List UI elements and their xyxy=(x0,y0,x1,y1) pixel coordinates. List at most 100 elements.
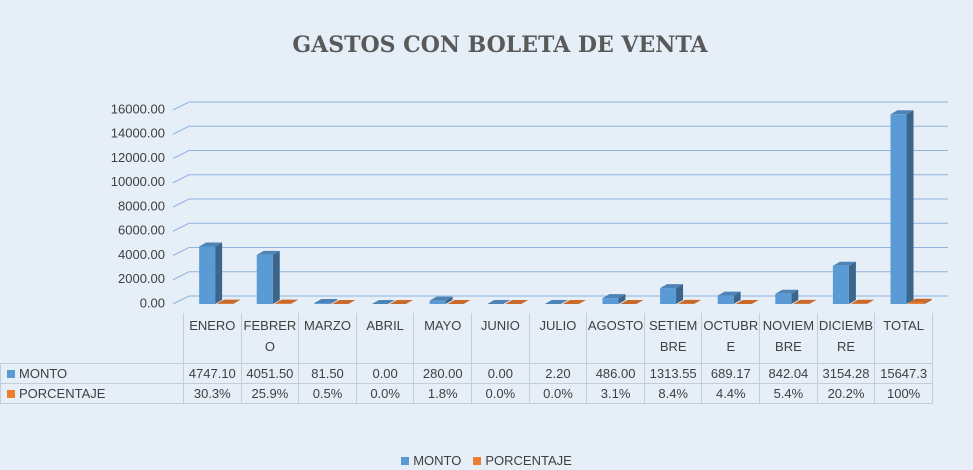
bar xyxy=(487,300,511,305)
y-tick-label: 6000.00 xyxy=(118,223,165,238)
category-label: FEBRERO xyxy=(240,313,300,364)
grid-line xyxy=(172,198,948,208)
bar-top xyxy=(487,300,511,304)
bar-top xyxy=(908,298,932,303)
bar-top xyxy=(274,299,298,304)
bar-side xyxy=(791,289,799,304)
legend-label: PORCENTAJE xyxy=(485,453,572,468)
category-label: DICIEMBRE xyxy=(816,313,876,364)
bar xyxy=(199,242,223,304)
bar-side xyxy=(330,299,338,304)
value-label: 81.50 xyxy=(298,363,357,384)
table-row: PORCENTAJE 30.3% 25.9% 0.5% 0.0% 1.8% 0.0% 0.0%… xyxy=(0,383,933,404)
y-tick-label: 4000.00 xyxy=(118,247,165,262)
bar xyxy=(775,289,799,304)
bar-top xyxy=(389,300,413,304)
bar-side xyxy=(290,299,298,304)
value-label: 4747.10 xyxy=(183,363,242,384)
row-header: PORCENTAJE xyxy=(0,383,184,404)
bar-front xyxy=(429,300,446,304)
y-tick-label: 12000.00 xyxy=(111,150,165,165)
value-label: 486.00 xyxy=(586,363,645,384)
y-tick-label: 16000.00 xyxy=(111,101,165,116)
y-tick-label: 14000.00 xyxy=(111,126,165,141)
bar xyxy=(660,284,684,304)
bar-top xyxy=(256,250,280,255)
bar-top xyxy=(429,296,453,301)
grid-line xyxy=(172,150,948,159)
value-label: 0.0% xyxy=(355,383,415,404)
category-label: JUNIO xyxy=(471,313,530,364)
bar-top xyxy=(620,299,644,304)
value-label: 4.4% xyxy=(701,383,761,404)
category-label: ABRIL xyxy=(355,313,415,364)
value-label: 2.20 xyxy=(528,363,588,384)
bar-front xyxy=(775,293,792,304)
grid-line xyxy=(172,247,948,256)
bar xyxy=(678,299,702,304)
category-label: SETIEMBRE xyxy=(643,313,703,364)
y-tick-label: 0.00 xyxy=(140,295,165,310)
bar-side xyxy=(906,110,914,304)
y-tick-label: 8000.00 xyxy=(118,198,165,213)
category-label: MAYO xyxy=(413,313,473,364)
bar xyxy=(832,261,856,304)
bar-front xyxy=(314,303,331,304)
bar-top xyxy=(562,300,586,304)
bar-top xyxy=(793,299,817,304)
value-label: 3154.28 xyxy=(816,363,876,384)
bar-side xyxy=(636,299,644,304)
value-label: 8.4% xyxy=(643,383,703,404)
bar-top xyxy=(832,261,856,266)
bar-top xyxy=(505,300,529,304)
grid-line xyxy=(172,271,948,281)
value-label: 0.00 xyxy=(355,363,415,384)
value-label: 25.9% xyxy=(240,383,300,404)
bar xyxy=(314,299,338,304)
bar xyxy=(793,299,817,304)
bar xyxy=(389,300,413,305)
value-label: 5.4% xyxy=(759,383,818,404)
bar xyxy=(332,299,356,305)
legend-swatch xyxy=(401,457,410,465)
bar-top xyxy=(544,299,568,304)
bar xyxy=(562,300,586,305)
legend-label: MONTO xyxy=(413,453,462,468)
y-tick-label: 10000.00 xyxy=(111,174,165,189)
value-label: 3.1% xyxy=(586,383,645,404)
bar-side xyxy=(676,284,684,304)
bar-top xyxy=(678,299,702,304)
bar xyxy=(890,110,914,304)
bar-side xyxy=(560,299,568,304)
data-table: ENERO FEBRERO MARZO ABRIL MAYO JUNIO JULIO AGOS… xyxy=(0,313,933,404)
bar-top xyxy=(602,294,626,299)
row-header: MONTO xyxy=(0,363,184,384)
bar-side xyxy=(924,298,932,304)
bar xyxy=(735,299,759,304)
legend-swatch xyxy=(473,457,482,465)
bar-side xyxy=(694,299,702,304)
bar-front xyxy=(660,288,677,304)
grid-line xyxy=(172,295,948,305)
bar-front xyxy=(602,298,619,304)
category-label: NOVIEMBRE xyxy=(759,313,818,364)
value-label: 689.17 xyxy=(701,363,761,384)
category-label: AGOSTO xyxy=(586,313,645,364)
bar-side xyxy=(848,261,856,304)
bar xyxy=(620,299,644,304)
bar-top xyxy=(199,242,223,247)
bar xyxy=(429,296,453,304)
category-label: TOTAL xyxy=(874,313,933,364)
bar xyxy=(256,250,280,304)
legend: MONTO PORCENTAJE xyxy=(0,453,973,468)
bar-side xyxy=(233,299,241,304)
category-label: ENERO xyxy=(183,313,242,364)
bar-side xyxy=(809,299,817,304)
bar-top xyxy=(735,299,759,304)
corner xyxy=(1,313,184,364)
category-label: OCTUBRE xyxy=(701,313,761,364)
row-label: PORCENTAJE xyxy=(19,386,106,401)
bar xyxy=(717,291,741,304)
